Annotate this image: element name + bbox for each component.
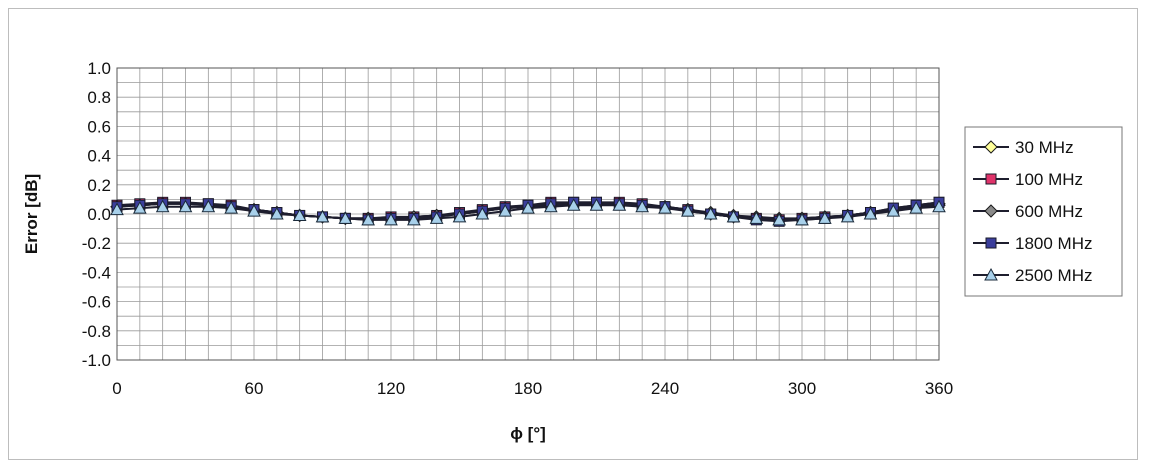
legend: 30 MHz 100 MHz 600 MHz 1800 MHz 2500 MHz [964,126,1123,297]
y-tick-label: 0.6 [87,117,111,136]
legend-item: 100 MHz [973,170,1083,189]
legend-item: 30 MHz [973,138,1074,157]
x-tick-label: 300 [788,379,816,398]
y-tick-label: 1.0 [87,59,111,78]
data-point [932,199,946,213]
data-point [680,204,695,217]
y-tick-label: 0.4 [87,147,111,166]
x-tick-label: 240 [651,379,679,398]
legend-item: 1800 MHz [973,234,1092,253]
y-tick-label: 0.8 [87,88,111,107]
legend-label: 2500 MHz [1015,266,1092,285]
y-tick-label: -1.0 [82,351,111,370]
data-point [521,201,535,214]
legend-label: 100 MHz [1015,170,1083,189]
series-layer [110,196,946,227]
chart-svg: -1.0 -0.8 -0.6 -0.4 -0.2 0.0 0.2 0.4 0.6 0.8 1.0 0… [22,59,1123,443]
data-point [452,209,467,223]
data-point [178,199,193,213]
y-tick-label: -0.8 [82,322,111,341]
y-tick-label: -0.4 [82,263,111,282]
data-point [909,201,924,214]
data-point [155,199,170,213]
x-tick-label: 120 [377,379,405,398]
y-tick-label: 0.2 [87,176,111,195]
data-point [269,206,284,220]
x-tick-label: 360 [925,379,953,398]
data-point [338,211,353,224]
legend-label: 1800 MHz [1015,234,1092,253]
data-point [498,204,513,217]
data-point [406,212,421,226]
y-axis-label: Error [dB] [22,174,41,254]
data-point [589,198,604,211]
data-point [361,212,376,226]
data-point [384,212,398,226]
chart-frame: -1.0 -0.8 -0.6 -0.4 -0.2 0.0 0.2 0.4 0.6 0.8 1.0 0… [8,8,1138,460]
data-point [110,202,124,216]
legend-marker [985,173,997,185]
legend-label: 30 MHz [1015,138,1074,157]
x-axis-label: ϕ [°] [510,424,546,443]
series-4 [110,198,946,226]
data-point [703,206,718,220]
legend-item: 600 MHz [973,202,1083,221]
x-tick-label: 60 [245,379,264,398]
data-point [886,204,901,217]
y-tick-labels: -1.0 -0.8 -0.6 -0.4 -0.2 0.0 0.2 0.4 0.6 0.8 1.0 [82,59,111,370]
data-point [292,208,307,221]
legend-label: 600 MHz [1015,202,1083,221]
x-tick-labels: 0 60 120 180 240 300 360 [112,379,953,398]
legend-marker [984,204,998,218]
data-point [429,211,444,224]
data-point [817,211,832,224]
x-tick-label: 180 [514,379,542,398]
data-point [543,199,558,213]
data-point [658,201,672,214]
data-point [247,204,261,217]
data-point [726,209,741,223]
y-tick-label: -0.2 [82,234,111,253]
legend-item: 2500 MHz [973,266,1092,285]
data-point [475,206,490,220]
data-point [315,209,330,223]
data-point [612,198,627,211]
legend-marker [985,237,997,249]
y-tick-label: -0.6 [82,293,111,312]
data-point [749,211,764,224]
grid-layer [116,67,940,361]
data-point [132,201,147,214]
legend-marker [984,267,998,281]
data-point [772,212,787,226]
data-point [201,199,216,213]
data-point [795,212,809,226]
y-tick-label: 0.0 [87,205,111,224]
data-point [840,209,855,223]
data-point [224,201,239,214]
x-tick-label: 0 [112,379,121,398]
data-point [863,206,878,220]
data-point [566,198,581,211]
data-point [635,199,650,213]
legend-marker [984,140,998,154]
